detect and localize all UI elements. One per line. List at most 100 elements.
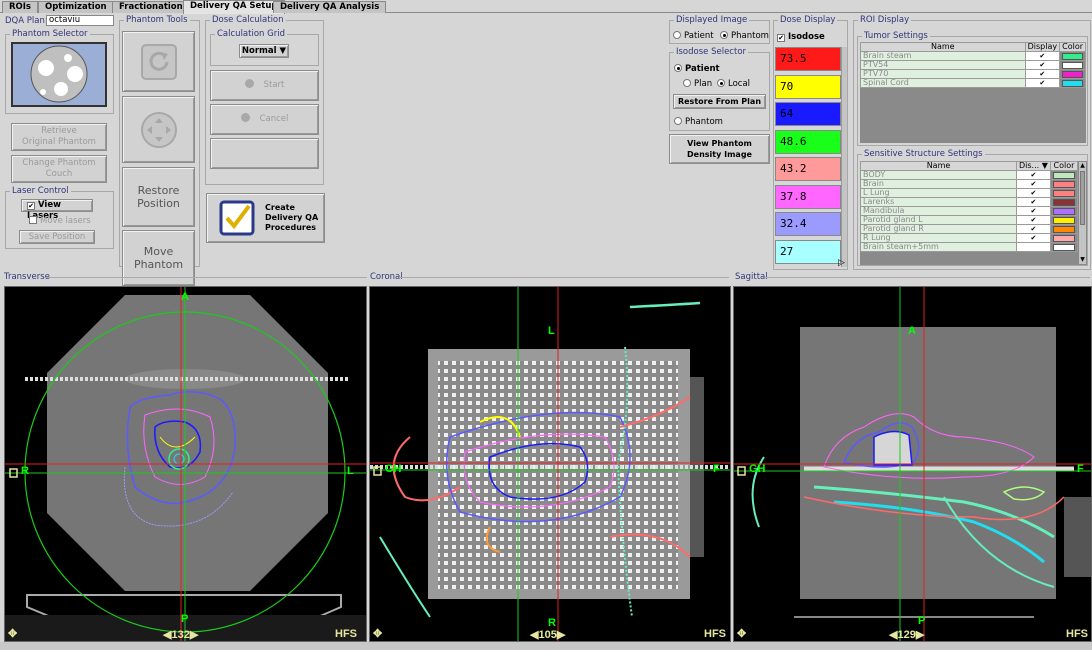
sensitive-display-checkbox[interactable]: ✔	[1016, 179, 1051, 189]
sensitive-name-cell[interactable]: Parotid gland R	[860, 224, 1017, 234]
isodose-level-3[interactable]: 48.6	[775, 129, 841, 154]
start-button[interactable]: Start	[210, 70, 319, 101]
sagittal-viewport[interactable]: A P GH F ◀129▶ HFS ✥	[733, 286, 1092, 642]
tumor-name-cell[interactable]: Spinal Cord	[860, 78, 1026, 88]
sensitive-color-cell[interactable]	[1049, 233, 1078, 243]
view-lasers-checkbox[interactable]: ✔ View Lasers	[21, 199, 93, 221]
slice-next-icon[interactable]: ▶	[556, 629, 566, 641]
isodose-level-4[interactable]: 43.2	[775, 157, 841, 181]
tumor-display-checkbox[interactable]: ✔	[1024, 51, 1061, 61]
calculation-grid-dropdown[interactable]: Normal ▼	[239, 44, 289, 58]
tumor-color-cell[interactable]	[1059, 69, 1086, 79]
slice-prev-icon[interactable]: ◀	[163, 629, 172, 641]
pan-icon[interactable]: ✥	[373, 628, 383, 640]
tab-rois[interactable]: ROIs	[2, 1, 38, 13]
scroll-up-icon[interactable]: ▲	[1080, 162, 1085, 169]
sensitive-name-cell[interactable]: Larenks	[860, 197, 1017, 207]
sensitive-display-checkbox[interactable]: ✔	[1016, 215, 1051, 225]
tumor-color-cell[interactable]	[1059, 78, 1086, 88]
create-delivery-qa-procedures-button[interactable]: Create Delivery QA Procedures	[206, 193, 325, 243]
tumor-row[interactable]: Spinal Cord ✔	[860, 78, 1086, 88]
isodose-level-7[interactable]: 27	[775, 239, 841, 264]
sensitive-row[interactable]: L Lung ✔	[860, 188, 1078, 198]
tab-delivery-qa-analysis[interactable]: Delivery QA Analysis	[273, 1, 387, 13]
sensitive-name-cell[interactable]: BODY	[860, 170, 1017, 180]
sensitive-name-cell[interactable]: Mandibula	[860, 206, 1017, 216]
sensitive-display-checkbox[interactable]: ✔	[1016, 233, 1051, 243]
scroll-right-arrow-icon[interactable]: ▷	[838, 258, 845, 268]
tumor-color-cell[interactable]	[1059, 60, 1086, 70]
isodose-local-radio[interactable]: Local	[717, 79, 750, 89]
slice-prev-icon[interactable]: ◀	[530, 629, 539, 641]
tumor-row[interactable]: Brain steam ✔	[860, 51, 1086, 61]
isodose-phantom-radio[interactable]: Phantom	[674, 117, 723, 127]
tumor-col-color[interactable]: Color	[1059, 42, 1086, 52]
tab-fractionation[interactable]: Fractionation	[112, 1, 190, 13]
dqa-plan-field[interactable]: octaviu	[46, 15, 114, 26]
slice-next-icon[interactable]: ▶	[915, 629, 925, 641]
sensitive-row[interactable]: Parotid gland L ✔	[860, 215, 1078, 225]
sensitive-color-cell[interactable]	[1049, 170, 1078, 180]
coronal-slice-control[interactable]: ◀105▶	[530, 628, 565, 641]
tumor-color-cell[interactable]	[1059, 51, 1086, 61]
sensitive-name-cell[interactable]: R Lung	[860, 233, 1017, 243]
restore-position-button[interactable]: Restore Position	[122, 167, 195, 227]
change-phantom-couch-button[interactable]: Change Phantom Couch	[11, 155, 107, 183]
sensitive-name-cell[interactable]: L Lung	[860, 188, 1017, 198]
move-lasers-checkbox[interactable]: Move lasers	[29, 216, 91, 226]
slice-prev-icon[interactable]: ◀	[889, 629, 898, 641]
displayed-image-phantom-radio[interactable]: Phantom	[720, 31, 769, 41]
isodose-level-0[interactable]: 73.5	[775, 47, 841, 71]
coronal-viewport[interactable]: L R GH F ◀105▶ HFS ✥	[369, 286, 731, 642]
tab-delivery-qa-setup[interactable]: Delivery QA Setup	[183, 0, 285, 14]
phantom-thumbnail[interactable]	[11, 42, 107, 107]
sensitive-row[interactable]: Mandibula ✔	[860, 206, 1078, 216]
sensitive-display-checkbox[interactable]: ✔	[1016, 197, 1051, 207]
sensitive-row[interactable]: BODY ✔	[860, 170, 1078, 180]
tab-optimization[interactable]: Optimization	[38, 1, 114, 13]
sensitive-color-cell[interactable]	[1049, 197, 1078, 207]
tumor-name-cell[interactable]: PTV54	[860, 60, 1026, 70]
scroll-down-icon[interactable]: ▼	[1080, 256, 1085, 263]
move-phantom-button[interactable]: Move Phantom	[122, 230, 195, 286]
sensitive-name-cell[interactable]: Parotid gland L	[860, 215, 1017, 225]
sensitive-col-color[interactable]: Color	[1049, 161, 1078, 171]
restore-from-plan-button[interactable]: Restore From Plan	[673, 94, 766, 109]
sensitive-display-checkbox[interactable]: ✔	[1016, 188, 1051, 198]
sensitive-display-checkbox[interactable]	[1016, 242, 1051, 252]
transverse-viewport[interactable]: A P R L ◀132▶ HFS ✥	[4, 286, 367, 642]
sagittal-slice-control[interactable]: ◀129▶	[889, 628, 924, 641]
view-phantom-density-image-button[interactable]: View Phantom Density Image	[669, 134, 770, 164]
tumor-col-display[interactable]: Display	[1024, 42, 1061, 52]
sensitive-color-cell[interactable]	[1049, 242, 1078, 252]
sensitive-color-cell[interactable]	[1049, 224, 1078, 234]
isodose-level-6[interactable]: 32.4	[775, 212, 841, 236]
tumor-row[interactable]: PTV70 ✔	[860, 69, 1086, 79]
isodose-plan-radio[interactable]: Plan	[683, 79, 712, 89]
empty-button[interactable]	[210, 138, 319, 169]
scrollbar-thumb[interactable]	[1080, 171, 1085, 225]
sensitive-name-cell[interactable]: Brain steam+5mm	[860, 242, 1017, 252]
isodose-checkbox[interactable]: ✔ Isodose	[777, 32, 825, 42]
displayed-image-patient-radio[interactable]: Patient	[673, 31, 714, 41]
isodose-scrollbar[interactable]	[841, 47, 847, 267]
tumor-display-checkbox[interactable]: ✔	[1024, 69, 1061, 79]
sensitive-row[interactable]: Brain ✔	[860, 179, 1078, 189]
sensitive-row[interactable]: R Lung ✔	[860, 233, 1078, 243]
isodose-level-5[interactable]: 37.8	[775, 184, 841, 209]
retrieve-original-phantom-button[interactable]: Retrieve Original Phantom	[11, 123, 107, 151]
sensitive-color-cell[interactable]	[1049, 215, 1078, 225]
pan-icon[interactable]: ✥	[8, 628, 18, 640]
sensitive-name-cell[interactable]: Brain	[860, 179, 1017, 189]
sensitive-col-display[interactable]: Dis... ▼	[1016, 161, 1051, 171]
sensitive-color-cell[interactable]	[1049, 188, 1078, 198]
sensitive-color-cell[interactable]	[1049, 179, 1078, 189]
cancel-button[interactable]: Cancel	[210, 104, 319, 135]
sensitive-scrollbar[interactable]: ▲ ▼	[1078, 161, 1087, 265]
sensitive-display-checkbox[interactable]: ✔	[1016, 224, 1051, 234]
slice-next-icon[interactable]: ▶	[189, 629, 199, 641]
sensitive-color-cell[interactable]	[1049, 206, 1078, 216]
tumor-col-name[interactable]: Name	[860, 42, 1026, 52]
transverse-slice-control[interactable]: ◀132▶	[163, 628, 198, 641]
sensitive-display-checkbox[interactable]: ✔	[1016, 170, 1051, 180]
